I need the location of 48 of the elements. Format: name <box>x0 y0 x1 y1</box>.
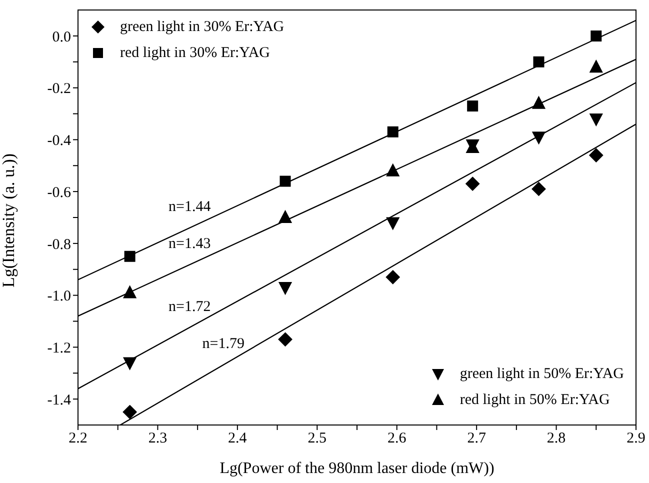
point <box>387 126 398 138</box>
point <box>123 286 136 298</box>
point <box>590 60 603 73</box>
x-axis-title: Lg(Power of the 980nm laser diode (mW)) <box>220 460 494 477</box>
x-tick-label: 2.9 <box>626 430 646 447</box>
point <box>124 250 136 262</box>
point <box>386 164 400 176</box>
legend-label: red light in 30% Er:YAG <box>120 44 270 63</box>
point <box>590 113 603 126</box>
point <box>278 332 292 346</box>
y-tick-label: -0.2 <box>47 81 71 98</box>
point <box>278 282 292 295</box>
y-tick-label: -0.6 <box>47 184 72 201</box>
x-tick-label: 2.4 <box>228 430 248 447</box>
point <box>467 100 478 112</box>
point <box>532 182 546 196</box>
point <box>533 56 544 68</box>
point <box>532 132 546 144</box>
point <box>122 405 137 420</box>
legend-label: red light in 50% Er:YAG <box>460 391 610 410</box>
x-tick-label: 2.5 <box>308 430 327 447</box>
annotation: n=1.79 <box>202 336 245 352</box>
annotation: n=1.43 <box>168 236 211 252</box>
annotation: n=1.72 <box>168 298 211 315</box>
y-tick-label: -1.0 <box>47 288 71 305</box>
legend-label: green light in 30% Er:YAG <box>120 18 284 37</box>
y-tick-label: -0.8 <box>47 236 71 253</box>
point <box>280 176 291 187</box>
x-tick-label: 2.3 <box>148 430 168 447</box>
y-tick-label: 0.0 <box>52 29 71 46</box>
point <box>386 270 400 284</box>
point <box>590 30 602 42</box>
point <box>532 96 546 109</box>
y-tick-label: -1.2 <box>47 340 71 357</box>
point <box>589 148 604 162</box>
legend-label: green light in 50% Er:YAG <box>460 365 624 384</box>
x-tick-label: 2.6 <box>387 430 407 447</box>
y-tick-label: -1.4 <box>47 392 72 408</box>
point <box>386 217 400 230</box>
y-tick-label: -0.4 <box>47 133 72 150</box>
annotation: n=1.44 <box>168 199 212 216</box>
point <box>123 357 136 370</box>
x-tick-label: 2.8 <box>546 430 566 447</box>
point <box>278 210 292 223</box>
y-axis-title: Lg(Intensity (a. u.)) <box>0 153 18 288</box>
x-tick-label: 2.2 <box>68 430 88 447</box>
x-tick-label: 2.7 <box>467 430 486 447</box>
point <box>466 176 480 191</box>
